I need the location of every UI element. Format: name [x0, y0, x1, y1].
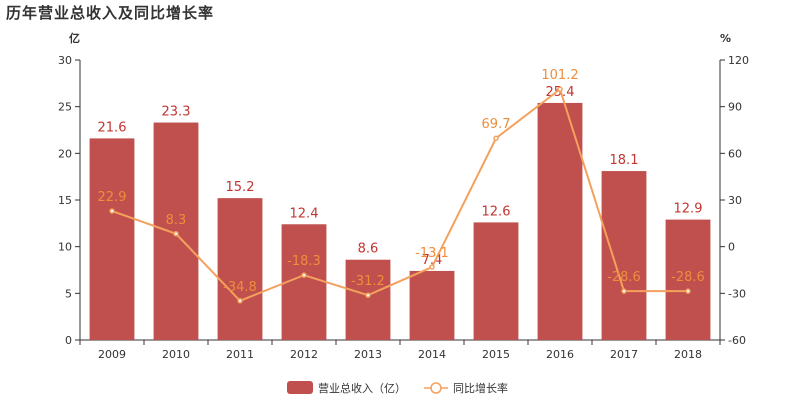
line-point	[429, 264, 435, 270]
x-tick-label: 2015	[482, 348, 510, 361]
y-right-tick-label: 120	[728, 54, 749, 67]
bar	[665, 219, 711, 340]
bar-value-label: 21.6	[98, 120, 127, 135]
line-value-label: 8.3	[166, 213, 187, 228]
line-value-label: -28.6	[607, 270, 641, 285]
bar-value-label: 12.4	[290, 206, 319, 221]
bar-value-label: 15.2	[226, 180, 255, 195]
x-tick-label: 2011	[226, 348, 254, 361]
y-right-tick-label: -30	[728, 287, 746, 300]
line-value-label: -18.3	[287, 254, 321, 269]
bar	[473, 222, 519, 340]
y-right-tick-label: 60	[728, 147, 742, 160]
x-tick-label: 2013	[354, 348, 382, 361]
line-point	[557, 86, 563, 92]
y-left-tick-label: 0	[65, 334, 72, 347]
bar-value-label: 8.6	[358, 242, 379, 257]
line-value-label: -31.2	[351, 274, 385, 289]
bar-value-label: 12.9	[674, 202, 703, 217]
line-value-label: -34.8	[223, 280, 257, 295]
y-left-tick-label: 20	[58, 147, 72, 160]
bar	[217, 198, 263, 340]
y-left-tick-label: 15	[58, 194, 72, 207]
bar-value-label: 12.6	[482, 204, 511, 219]
legend-line-label: 同比增长率	[453, 381, 508, 395]
y-left-tick-label: 5	[65, 287, 72, 300]
chart-title: 历年营业总收入及同比增长率	[6, 4, 215, 22]
x-tick-label: 2009	[98, 348, 126, 361]
legend-bar-swatch	[287, 381, 313, 394]
line-value-label: -13.1	[415, 246, 449, 261]
y-right-tick-label: 90	[728, 101, 742, 114]
line-point	[493, 135, 499, 141]
x-tick-label: 2017	[610, 348, 638, 361]
line-point	[685, 288, 691, 294]
y-right-tick-label: 0	[728, 241, 735, 254]
bar	[89, 138, 135, 340]
line-point	[621, 288, 627, 294]
x-tick-label: 2014	[418, 348, 446, 361]
y-axis-right-unit: %	[720, 32, 731, 45]
x-tick-label: 2012	[290, 348, 318, 361]
y-right-tick-label: -60	[728, 334, 746, 347]
bar-value-label: 23.3	[162, 105, 191, 120]
line-point	[173, 231, 179, 237]
growth-rate-line	[111, 87, 688, 302]
bar-value-label: 18.1	[610, 153, 639, 168]
line-point	[301, 272, 307, 278]
line-value-label: 22.9	[98, 190, 127, 205]
line-value-label: -28.6	[671, 270, 705, 285]
line-value-label: 101.2	[541, 68, 578, 83]
y-left-tick-label: 25	[58, 101, 72, 114]
bar	[409, 270, 455, 340]
x-tick-label: 2018	[674, 348, 702, 361]
line-value-label: 69.7	[482, 117, 511, 132]
y-left-tick-label: 10	[58, 241, 72, 254]
line-point	[109, 208, 115, 214]
bar	[601, 171, 647, 340]
y-axis-left-unit: 亿	[69, 31, 80, 45]
bar	[537, 102, 583, 340]
legend-bar-label: 营业总收入（亿）	[318, 381, 406, 395]
legend-line-marker	[430, 382, 442, 394]
line-point	[237, 298, 243, 304]
y-left-tick-label: 30	[58, 54, 72, 67]
x-tick-label: 2016	[546, 348, 574, 361]
bar	[345, 259, 391, 340]
y-right-tick-label: 30	[728, 194, 742, 207]
x-tick-label: 2010	[162, 348, 190, 361]
line-point	[365, 292, 371, 298]
